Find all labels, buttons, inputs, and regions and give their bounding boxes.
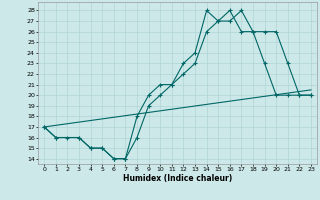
X-axis label: Humidex (Indice chaleur): Humidex (Indice chaleur) xyxy=(123,174,232,183)
